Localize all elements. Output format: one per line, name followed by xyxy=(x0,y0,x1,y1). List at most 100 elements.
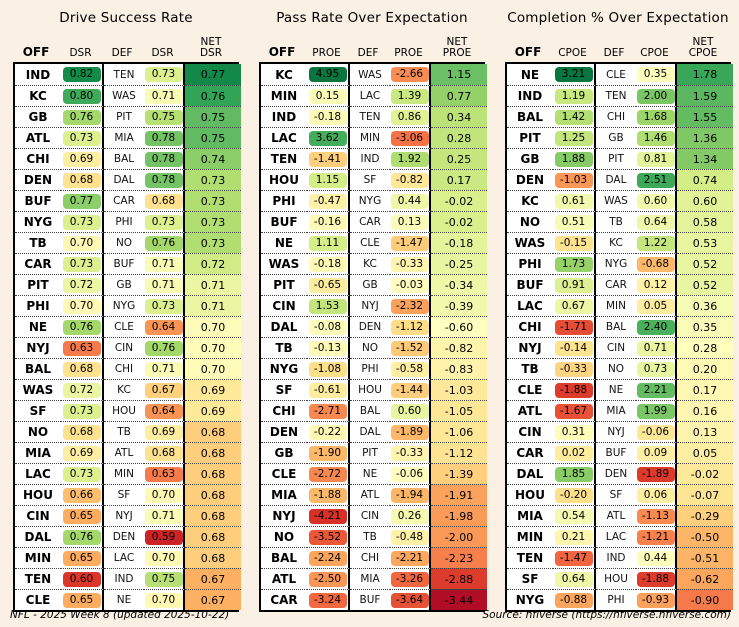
off-team-cell: IND xyxy=(261,106,307,127)
table-title: Pass Rate Over Expectation xyxy=(276,10,468,26)
def-team-cell: TEN xyxy=(596,85,636,106)
table-row: CIN 0.65 NYJ 0.71 0.68 xyxy=(15,505,241,526)
def-value-pill: -0.06 xyxy=(390,466,429,482)
table-title: Drive Success Rate xyxy=(59,10,193,26)
off-value-pill: -1.47 xyxy=(554,550,593,566)
def-value-pill: 1.22 xyxy=(636,235,675,251)
off-value-cell: -0.18 xyxy=(307,253,350,274)
table-row: BUF 0.91 CAR 0.12 0.52 xyxy=(507,274,733,295)
def-value-cell: 0.73 xyxy=(144,64,185,85)
def-value-pill: -1.44 xyxy=(390,382,429,398)
off-value-cell: 0.60 xyxy=(61,568,104,589)
def-team-cell: SF xyxy=(104,484,144,505)
def-value-pill: -1.12 xyxy=(390,319,429,335)
off-value-pill: 1.88 xyxy=(554,151,593,167)
off-value-cell: 0.15 xyxy=(307,85,350,106)
off-team-cell: DEN xyxy=(261,421,307,442)
def-team-cell: BUF xyxy=(596,442,636,463)
def-value-cell: -3.26 xyxy=(390,568,431,589)
off-value-pill: -1.88 xyxy=(308,487,347,503)
off-value-cell: -1.03 xyxy=(553,169,596,190)
net-value-cell: 0.35 xyxy=(677,316,733,337)
net-value-cell: 0.69 xyxy=(185,379,241,400)
def-value-pill: 0.76 xyxy=(144,340,183,356)
def-team-cell: NYG xyxy=(596,253,636,274)
def-team-cell: MIN xyxy=(104,463,144,484)
net-value-cell: -1.98 xyxy=(431,505,487,526)
off-team-cell: CIN xyxy=(507,421,553,442)
def-value-pill: 0.86 xyxy=(390,109,429,125)
table-row: BAL -2.24 CHI -2.21 -2.23 xyxy=(261,547,487,568)
def-value-cell: 0.69 xyxy=(144,421,185,442)
off-team-cell: NYJ xyxy=(507,337,553,358)
def-value-cell: -2.66 xyxy=(390,64,431,85)
table-row: PIT 0.72 GB 0.71 0.71 xyxy=(15,274,241,295)
def-value-pill: 0.06 xyxy=(636,487,675,503)
def-value-pill: 0.09 xyxy=(636,445,675,461)
off-value-pill: 0.68 xyxy=(62,424,101,440)
net-value-cell: -0.02 xyxy=(431,190,487,211)
table-row: LAC 0.73 MIN 0.63 0.68 xyxy=(15,463,241,484)
off-value-pill: 1.11 xyxy=(308,235,347,251)
def-value-pill: 0.44 xyxy=(636,550,675,566)
def-value-cell: -0.58 xyxy=(390,358,431,379)
off-value-cell: 0.69 xyxy=(61,442,104,463)
net-value-cell: 0.71 xyxy=(185,295,241,316)
def-team-cell: TEN xyxy=(113,68,135,81)
column-header: CPOE xyxy=(640,46,669,59)
def-team-cell: DAL xyxy=(104,169,144,190)
net-value-cell: -1.12 xyxy=(431,442,487,463)
off-value-cell: -2.50 xyxy=(307,568,350,589)
net-value-cell: -0.83 xyxy=(431,358,487,379)
off-value-pill: -1.90 xyxy=(308,445,347,461)
off-team-cell: CLE xyxy=(15,589,61,610)
off-value-pill: 0.77 xyxy=(62,193,101,209)
off-team-cell: CLE xyxy=(507,379,553,400)
off-value-pill: 0.54 xyxy=(554,508,593,524)
off-value-cell: 1.42 xyxy=(553,106,596,127)
def-value-cell: -1.94 xyxy=(390,484,431,505)
off-value-pill: 0.73 xyxy=(62,256,101,272)
off-team-cell: WAS xyxy=(261,253,307,274)
def-value-cell: 0.13 xyxy=(390,211,431,232)
completion-pct-over-expectation-table: Completion % Over Expectation OFF CPOE DEF… xyxy=(505,6,733,612)
column-header: OFF xyxy=(22,45,50,60)
def-value-cell: -2.32 xyxy=(390,295,431,316)
net-value-cell: -0.50 xyxy=(677,526,733,547)
def-value-cell: 0.71 xyxy=(144,274,185,295)
def-team-cell: TB xyxy=(596,211,636,232)
off-value-cell: 0.76 xyxy=(61,106,104,127)
net-value-cell: -0.60 xyxy=(431,316,487,337)
def-value-pill: 0.78 xyxy=(144,130,183,146)
def-value-cell: 0.76 xyxy=(144,337,185,358)
off-value-cell: -0.16 xyxy=(307,211,350,232)
def-value-pill: -0.06 xyxy=(636,424,675,440)
net-value-cell: 0.17 xyxy=(677,379,733,400)
def-team-cell: NO xyxy=(350,337,390,358)
net-value-cell: 0.25 xyxy=(431,148,487,169)
off-value-cell: -0.18 xyxy=(307,106,350,127)
off-value-pill: -0.08 xyxy=(308,319,347,335)
off-value-cell: 0.76 xyxy=(61,316,104,337)
off-team-cell: KC xyxy=(507,190,553,211)
off-team-cell: NYG xyxy=(507,589,553,610)
table-row: NE 1.11 CLE -1.47 -0.18 xyxy=(261,232,487,253)
off-value-pill: 1.42 xyxy=(554,109,593,125)
table-row: NE 3.21 CLE 0.35 1.78 xyxy=(507,64,733,85)
def-value-cell: -0.48 xyxy=(390,526,431,547)
off-value-pill: -3.24 xyxy=(308,592,347,608)
def-value-cell: -3.06 xyxy=(390,127,431,148)
net-value-cell: 0.67 xyxy=(185,568,241,589)
net-value-cell: 0.72 xyxy=(185,253,241,274)
off-value-pill: 1.15 xyxy=(308,172,347,188)
def-value-pill: 0.60 xyxy=(390,403,429,419)
off-value-pill: 0.65 xyxy=(62,550,101,566)
off-value-pill: 0.51 xyxy=(554,214,593,230)
table-row: DAL 0.76 DEN 0.59 0.68 xyxy=(15,526,241,547)
off-value-pill: 0.70 xyxy=(62,235,101,251)
def-value-cell: 0.76 xyxy=(144,232,185,253)
def-team-cell: CAR xyxy=(350,211,390,232)
off-value-cell: 0.72 xyxy=(61,274,104,295)
off-team-cell: CIN xyxy=(15,505,61,526)
off-team-cell: DEN xyxy=(507,169,553,190)
